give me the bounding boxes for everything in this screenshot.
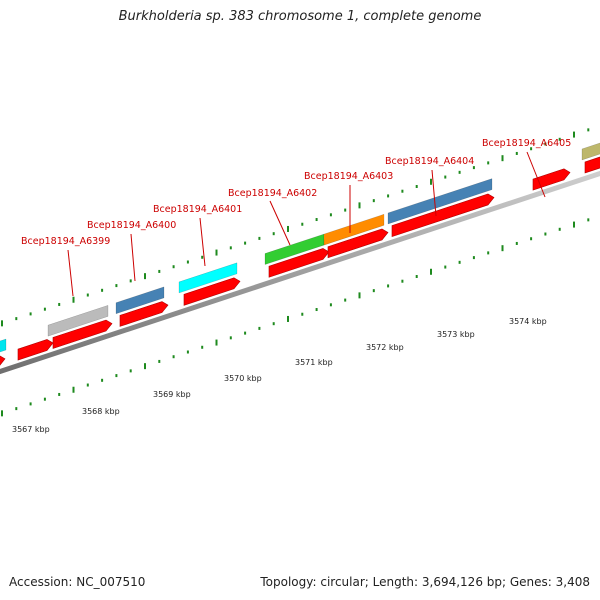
tick-marks (1, 128, 590, 417)
label-leader-line (269, 200, 291, 246)
scale-label: 3572 kbp (366, 343, 404, 352)
gene-label: Bcep18194_A6404 (385, 156, 474, 167)
label-leader-line (199, 217, 206, 267)
cds-arrow (391, 193, 495, 238)
cds-arrow (183, 277, 241, 306)
feature-box (581, 142, 600, 161)
gene-label: Bcep18194_A6402 (228, 188, 317, 199)
scale-label: 3573 kbp (437, 330, 475, 339)
genome-title: Burkholderia sp. 383 chromosome 1, compl… (118, 9, 482, 24)
label-leader-line (67, 249, 74, 297)
feature-box (115, 286, 165, 315)
cds-arrow (584, 156, 600, 174)
backbone-line (0, 170, 600, 375)
cds-arrow (532, 168, 571, 191)
scale-labels: 3567 kbp 3568 kbp 3569 kbp 3570 kbp 3571 kbp… (12, 317, 547, 434)
feature-box (0, 338, 7, 353)
feature-box (387, 178, 493, 225)
genome-stats: Topology: circular; Length: 3,694,126 bp… (260, 575, 590, 589)
scale-label: 3568 kbp (82, 407, 120, 416)
label-leaders (67, 151, 546, 297)
gene-label: Bcep18194_A6403 (304, 171, 393, 182)
feature-track (0, 142, 600, 353)
feature-box (178, 262, 238, 294)
cds-arrow (0, 355, 6, 366)
backbone-line-stroke (0, 170, 600, 375)
cds-track (0, 156, 600, 366)
cds-arrow (17, 339, 54, 361)
gene-label: Bcep18194_A6399 (21, 236, 110, 247)
label-leader-line (526, 151, 546, 198)
cds-arrow (327, 228, 389, 259)
feature-box (47, 305, 109, 337)
gene-label: Bcep18194_A6405 (482, 138, 571, 149)
cds-arrow (119, 301, 169, 327)
accession-label: Accession: NC_007510 (9, 575, 146, 589)
label-leader-line (130, 233, 136, 282)
scale-label: 3567 kbp (12, 425, 50, 434)
gene-labels: Bcep18194_A6399 Bcep18194_A6400 Bcep18194_… (21, 138, 571, 247)
scale-label: 3574 kbp (509, 317, 547, 326)
cds-arrow (52, 319, 113, 349)
scale-label: 3570 kbp (224, 374, 262, 383)
gene-label: Bcep18194_A6401 (153, 204, 242, 215)
scale-label: 3569 kbp (153, 390, 191, 399)
gene-label: Bcep18194_A6400 (87, 220, 176, 231)
feature-box-overlay (324, 214, 384, 240)
scale-label: 3571 kbp (295, 358, 333, 367)
label-leader-line (431, 169, 437, 217)
cds-arrow (268, 248, 330, 278)
